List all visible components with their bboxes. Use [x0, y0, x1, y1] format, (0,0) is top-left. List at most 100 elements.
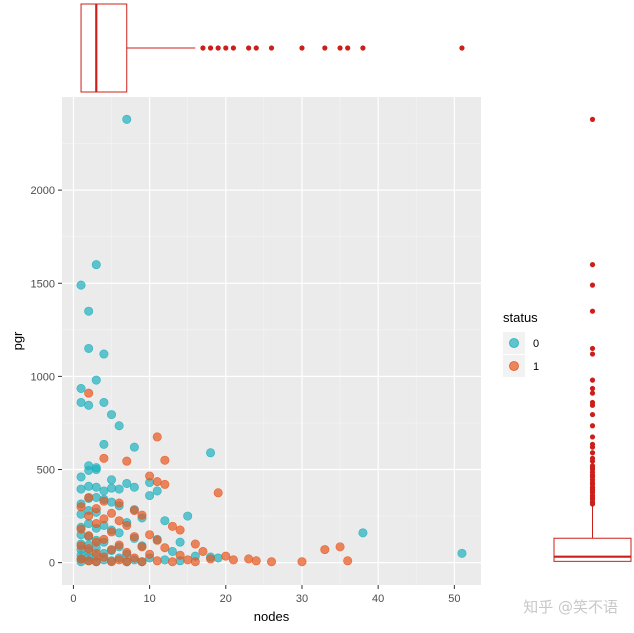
data-point [99, 439, 109, 449]
data-point [91, 465, 101, 475]
right-box-outlier [589, 282, 596, 288]
right-box-outlier [589, 463, 596, 469]
data-point [84, 511, 94, 521]
data-point [114, 484, 124, 494]
data-point [137, 542, 147, 552]
data-point [76, 484, 86, 494]
data-point [206, 554, 216, 564]
data-point [84, 343, 94, 353]
data-point [91, 504, 101, 514]
data-point [76, 280, 86, 290]
legend-entry-label: 1 [533, 361, 539, 373]
data-point [129, 482, 139, 492]
data-point [175, 550, 185, 560]
data-point [122, 478, 132, 488]
data-point [343, 556, 353, 566]
plot-panel [62, 97, 481, 585]
x-axis: 0 10 20 30 40 50 [70, 585, 460, 605]
data-point [114, 498, 124, 508]
data-point [145, 491, 155, 501]
data-point [213, 488, 223, 498]
right-box-outlier [589, 385, 596, 392]
data-point [76, 502, 86, 512]
data-point [84, 306, 94, 316]
y-tick-label: 1000 [31, 371, 55, 383]
top-box-outlier [230, 45, 237, 51]
data-point [152, 535, 162, 545]
x-axis-title: nodes [254, 609, 290, 624]
top-box-outlier [253, 45, 259, 51]
right-marginal-boxplot [553, 116, 632, 562]
data-point [244, 554, 254, 564]
data-point [129, 532, 139, 542]
right-box-outlier [589, 116, 596, 122]
top-box-outlier [223, 45, 229, 51]
x-tick-label: 20 [220, 593, 232, 605]
top-box-outlier [200, 45, 206, 51]
right-box-outlier [589, 441, 596, 447]
top-marginal-boxplot [80, 3, 465, 93]
top-box-iqr [80, 3, 128, 93]
data-point [167, 557, 177, 567]
x-tick-label: 40 [372, 593, 384, 605]
data-point [84, 519, 94, 529]
top-box-outlier [459, 45, 465, 51]
top-box-outlier [207, 45, 214, 51]
data-point [107, 545, 117, 555]
data-point [228, 555, 238, 565]
y-axis-title: pgr [10, 331, 25, 350]
data-point [84, 400, 94, 410]
data-point [129, 442, 139, 452]
data-point [107, 508, 117, 518]
data-point [167, 546, 177, 556]
data-point [76, 524, 86, 534]
data-point [160, 455, 170, 465]
watermark-text: 知乎 @笑不语 [523, 598, 618, 616]
y-tick-label: 1500 [31, 278, 55, 290]
data-point [152, 486, 162, 496]
data-point [297, 557, 307, 567]
data-point [183, 511, 193, 521]
data-point [137, 510, 147, 520]
data-point [457, 548, 467, 558]
data-point [213, 553, 223, 563]
x-tick-label: 0 [70, 593, 76, 605]
data-point [160, 555, 170, 565]
data-point [107, 557, 117, 567]
data-point [358, 528, 368, 538]
legend-title: status [503, 310, 538, 325]
top-box-outlier [215, 45, 221, 51]
data-point [91, 482, 101, 492]
data-point [122, 547, 132, 557]
data-point [84, 388, 94, 398]
legend-entry-label: 0 [533, 338, 539, 350]
top-box-outlier [360, 45, 366, 51]
data-point [99, 349, 109, 359]
right-box-outlier [589, 411, 596, 418]
data-point [99, 514, 109, 524]
data-point [160, 543, 170, 553]
right-box-iqr [553, 537, 632, 562]
right-box-outlier [589, 390, 596, 396]
data-point [114, 516, 124, 526]
data-point [190, 557, 200, 567]
data-point [76, 509, 86, 519]
data-point [107, 410, 117, 420]
data-point [114, 555, 124, 565]
data-point [84, 531, 94, 541]
data-point [122, 456, 132, 466]
data-point [91, 537, 101, 547]
data-point [221, 551, 231, 561]
data-point [152, 556, 162, 566]
legend: status 0 1 [503, 310, 539, 377]
data-point [84, 492, 94, 502]
data-point [114, 528, 124, 538]
data-point [107, 483, 117, 493]
data-point [152, 477, 162, 487]
y-tick-label: 2000 [31, 185, 55, 197]
scatter-points [76, 114, 467, 567]
data-point [266, 557, 276, 567]
right-box-outlier [589, 345, 596, 352]
right-box-outlier [589, 399, 596, 406]
data-point [251, 556, 261, 566]
